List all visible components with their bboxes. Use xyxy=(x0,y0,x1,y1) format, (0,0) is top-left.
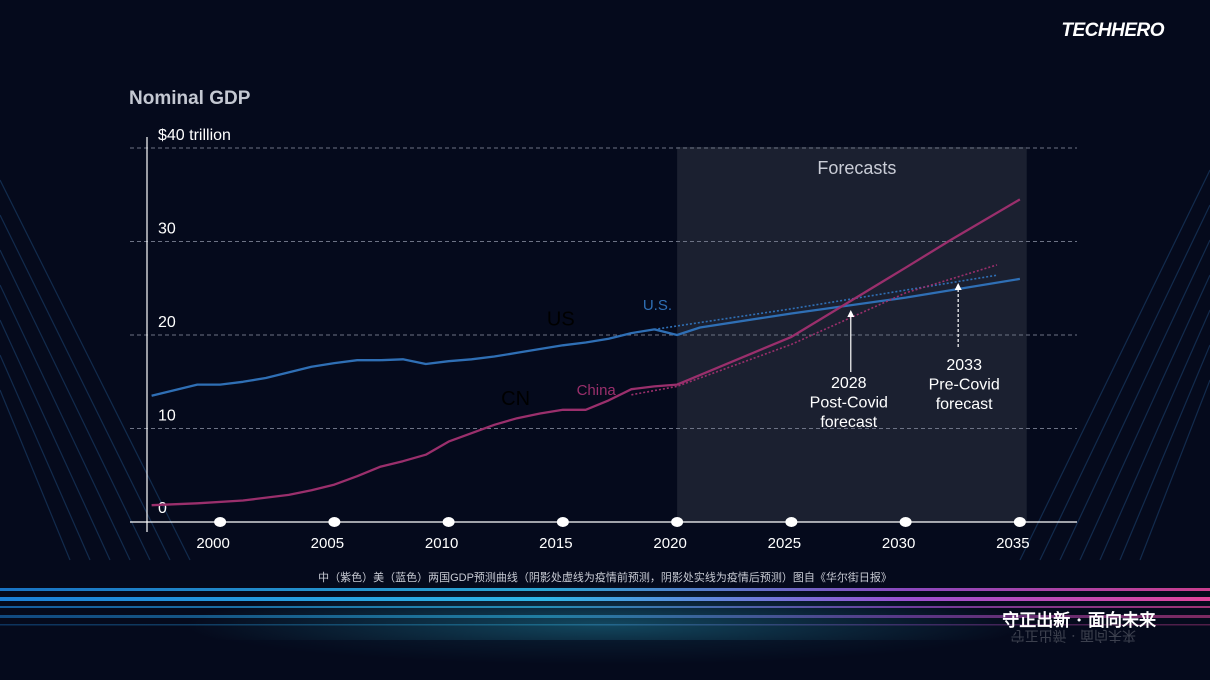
y-tick-label: $40 trillion xyxy=(158,127,231,144)
x-tick-label: 2030 xyxy=(882,535,915,552)
x-tick-marker xyxy=(214,517,227,527)
x-tick-label: 2015 xyxy=(539,535,572,552)
series-label: U.S. xyxy=(643,297,672,314)
x-tick-marker xyxy=(328,517,341,527)
x-tick-label: 2000 xyxy=(196,535,229,552)
series-line xyxy=(631,264,998,396)
x-tick-label: 2005 xyxy=(311,535,344,552)
x-tick-marker xyxy=(899,517,912,527)
series-line xyxy=(151,277,1021,397)
forecast-label: Forecasts xyxy=(817,158,896,178)
x-tick-label: 2025 xyxy=(768,535,801,552)
x-tick-label: 2010 xyxy=(425,535,458,552)
x-tick-marker xyxy=(1013,517,1026,527)
annotation-text: Pre-Covid xyxy=(929,377,1000,394)
ghost-label: US xyxy=(547,309,575,331)
x-tick-marker xyxy=(785,517,798,527)
annotation-text: forecast xyxy=(820,414,877,431)
chart-title: Nominal GDP xyxy=(129,88,251,109)
annotation-text: forecast xyxy=(936,396,993,413)
x-tick-label: 2020 xyxy=(653,535,686,552)
y-tick-label: 30 xyxy=(158,221,176,238)
y-tick-label: 10 xyxy=(158,408,176,425)
series-label: China xyxy=(577,382,617,399)
series-line xyxy=(151,198,1021,507)
series-line xyxy=(654,274,998,331)
x-tick-label: 2035 xyxy=(996,535,1029,552)
annotation-arrow-head xyxy=(847,310,855,317)
y-tick-label: 0 xyxy=(158,500,167,517)
annotation-text: 2028 xyxy=(831,375,867,392)
brand-logo: TECHHERO xyxy=(1061,20,1164,41)
annotation-text: 2033 xyxy=(946,357,982,374)
slogan: 守正出新 · 面向未来 xyxy=(1002,611,1156,631)
x-tick-marker xyxy=(442,517,455,527)
ghost-label: CN xyxy=(501,388,530,410)
x-tick-marker xyxy=(556,517,569,527)
x-tick-marker xyxy=(671,517,684,527)
slogan-reflection: 守正出新 · 面向未来 xyxy=(1010,627,1136,643)
figure-caption: 中（紫色）美（蓝色）两国GDP预测曲线（阴影处虚线为疫情前预测，阴影处实线为疫情… xyxy=(318,572,892,584)
annotation-text: Post-Covid xyxy=(810,395,888,412)
y-tick-label: 20 xyxy=(158,314,176,331)
annotation-arrow-head xyxy=(954,283,962,290)
